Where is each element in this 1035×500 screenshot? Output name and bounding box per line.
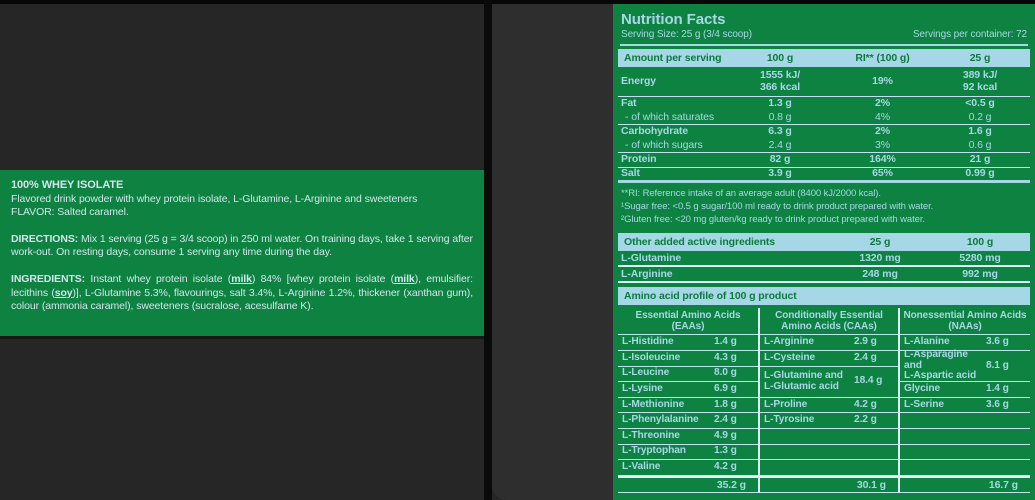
ingredients-label: INGREDIENTS: — [11, 272, 86, 285]
active-ingredient-row-arginine: L-Arginine 248 mg 992 mg — [618, 267, 1030, 284]
panel-divider — [484, 0, 492, 500]
active-ingredient-row-glutamine: L-Glutamine 1320 mg 5280 mg — [618, 251, 1030, 268]
amino-row: L-Proline 4.2 g — [760, 398, 898, 414]
nutrient-row-salt: Salt 3.9 g 65% 0.99 g — [618, 168, 1030, 183]
amino-column-total: 16.7 g — [900, 475, 1030, 493]
main-table-header: Amount per serving 100 g RI** (100 g) 25… — [618, 49, 1030, 67]
serving-info-row: Serving Size: 25 g (3/4 scoop) Servings … — [620, 28, 1028, 46]
amino-row: L-Tryptophan 1.3 g — [618, 445, 758, 461]
nutrient-row-protein: Protein 82 g 164% 21 g — [618, 153, 1030, 168]
amino-row: L-Tyrosine 2.2 g — [760, 413, 898, 429]
directions-text: Mix 1 serving (25 g = 3/4 scoop) in 250 … — [11, 232, 473, 259]
directions-label: DIRECTIONS: — [11, 232, 79, 245]
footnotes: **RI: Reference intake of an average adu… — [621, 188, 1027, 226]
amino-row-empty — [900, 413, 1030, 429]
amino-row-empty — [760, 460, 898, 476]
directions-paragraph: DIRECTIONS: Mix 1 serving (25 g = 3/4 sc… — [11, 233, 473, 260]
amino-row: L-Arginine 2.9 g — [760, 335, 898, 351]
amino-row: L-Lysine 6.9 g — [618, 382, 758, 398]
amino-column-header: Nonessential Amino Acids (NAAs) — [900, 308, 1030, 336]
amino-row-empty — [760, 445, 898, 461]
amino-row-empty — [900, 429, 1030, 445]
nutrition-facts-panel: Nutrition Facts Serving Size: 25 g (3/4 … — [613, 4, 1035, 500]
nutrient-row-saturates: - of which saturates 0.8 g 4% 0.2 g — [618, 111, 1030, 125]
footnote-gluten-free: ²Gluten free: <20 mg gluten/kg ready to … — [621, 213, 925, 225]
nutrient-row-fat: Fat 1.3 g 2% <0.5 g — [621, 97, 995, 110]
nutrient-row-energy: Energy 1555 kJ/ 366 kcal 19% 389 kJ/ 92 … — [618, 67, 1030, 97]
amino-column-header: Essential Amino Acids (EAAs) — [618, 308, 758, 336]
amino-row: L-Serine 3.6 g — [900, 398, 1030, 414]
amino-column-eaas: Essential Amino Acids (EAAs) L-Histidine… — [618, 308, 758, 493]
amino-row: L-Leucine 8.0 g — [618, 367, 758, 383]
amino-column-caas: Conditionally Essential Amino Acids (CAA… — [758, 308, 898, 493]
amino-row: L-Phenylalanine 2.4 g — [618, 413, 758, 429]
nutrient-row-sugars: - of which sugars 2.4 g 3% 0.6 g — [618, 139, 1030, 153]
amino-row-empty — [900, 460, 1030, 476]
top-border-strip — [0, 0, 1035, 4]
ingredients-text: Instant whey protein isolate (milk) 84% … — [11, 272, 474, 313]
amino-row: L-Alanine 3.6 g — [900, 335, 1030, 351]
amino-row-empty — [760, 429, 898, 445]
amino-row: L-Valine 4.2 g — [618, 460, 758, 476]
serving-size: Serving Size: 25 g (3/4 scoop) — [621, 29, 752, 40]
nutrient-row-carbohydrate: Carbohydrate 6.3 g 2% 1.6 g — [621, 125, 992, 138]
nutrition-facts-title: Nutrition Facts — [621, 11, 726, 28]
amino-row: L-Histidine 1.4 g — [618, 335, 758, 351]
amino-row: L-Cysteine 2.4 g — [760, 351, 898, 367]
product-title: 100% WHEY ISOLATE — [11, 179, 124, 191]
flavor-line: FLAVOR: Salted caramel. — [11, 206, 129, 219]
amino-column-total: 35.2 g — [618, 475, 758, 493]
amino-column-naas: Nonessential Amino Acids (NAAs) L-Alanin… — [898, 308, 1030, 493]
amino-column-total: 30.1 g — [760, 475, 898, 493]
amino-row-empty — [900, 445, 1030, 461]
amino-row: L-Asparagine and L-Aspartic acid 8.1 g — [900, 349, 1030, 383]
product-description-panel: 100% WHEY ISOLATE Flavored drink powder … — [0, 170, 484, 336]
footnote-sugar-free: ¹Sugar free: <0.5 g sugar/100 ml ready t… — [621, 200, 934, 212]
amino-row: L-Threonine 4.9 g — [618, 429, 758, 445]
amino-acid-table: Essential Amino Acids (EAAs) L-Histidine… — [618, 308, 1030, 493]
amino-column-header: Conditionally Essential Amino Acids (CAA… — [760, 308, 898, 336]
header-100g: 100 g — [766, 52, 794, 64]
amino-profile-header: Amino acid profile of 100 g product — [618, 287, 1030, 306]
amino-row: L-Methionine 1.8 g — [618, 398, 758, 414]
amino-row: L-Isoleucine 4.3 g — [618, 351, 758, 367]
header-ri: RI** (100 g) — [855, 52, 910, 64]
product-subtitle: Flavored drink powder with whey protein … — [11, 192, 418, 205]
amino-row: L-Glutamine and L-Glutamic acid 18.4 g — [760, 367, 898, 398]
footnote-ri: **RI: Reference intake of an average adu… — [621, 188, 881, 199]
other-active-header: Other added active ingredients 25 g 100 … — [618, 233, 1030, 252]
amino-row: Glycine 1.4 g — [900, 382, 1030, 398]
header-amount-per-serving: Amount per serving — [624, 52, 722, 64]
servings-per-container: Servings per container: 72 — [912, 29, 1027, 40]
ingredients-paragraph: INGREDIENTS: Instant whey protein isolat… — [11, 273, 473, 314]
header-25g: 25 g — [969, 52, 991, 64]
